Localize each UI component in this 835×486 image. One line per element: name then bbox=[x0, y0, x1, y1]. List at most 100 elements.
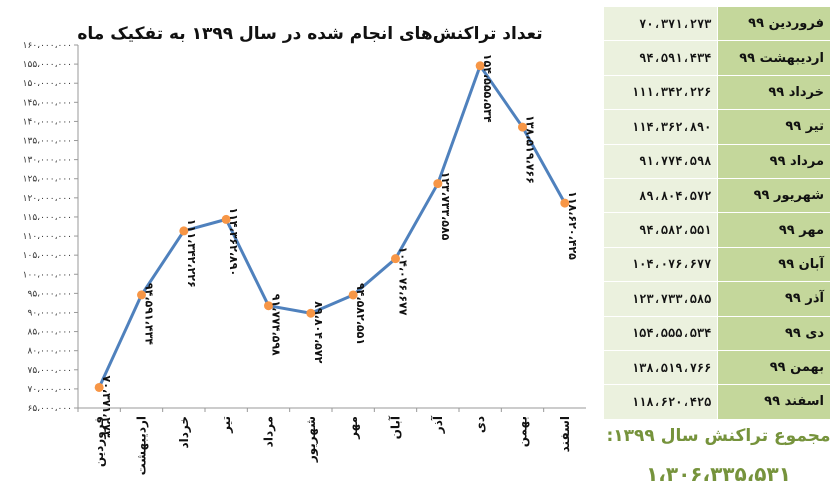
y-tick-label: ۸۰،۰۰۰،۰۰۰ bbox=[28, 347, 72, 357]
data-label: ۹۴،۵۹۱،۴۳۴ bbox=[143, 283, 156, 345]
y-tick-label: ۸۵،۰۰۰،۰۰۰ bbox=[28, 328, 72, 338]
table-cell-value: ۱۱۴،۳۶۲،۸۹۰ bbox=[602, 109, 719, 145]
x-tick-label: بهمن bbox=[516, 416, 530, 447]
table-row: ۹۱،۷۷۴،۵۹۸ مرداد ۹۹ bbox=[602, 143, 831, 179]
y-tick-label: ۱۳۰،۰۰۰،۰۰۰ bbox=[23, 156, 72, 166]
x-tick-label: فروردین bbox=[92, 416, 107, 467]
data-point bbox=[306, 308, 316, 318]
table-row: ۱۱۱،۳۴۲،۲۲۶ خرداد ۹۹ bbox=[602, 74, 831, 111]
table-row: ۱۱۴،۳۶۲،۸۹۰ تیر ۹۹ bbox=[602, 109, 831, 145]
data-label: ۷۰،۳۷۱،۲۷۳ bbox=[100, 375, 113, 437]
table-row: ۱۲۳،۷۳۳،۵۸۵ آذر ۹۹ bbox=[602, 281, 831, 317]
data-label: ۱۱۸،۶۲۰،۴۲۵ bbox=[566, 191, 579, 260]
table-cell-value: ۹۴،۵۸۲،۵۵۱ bbox=[602, 212, 719, 248]
data-point bbox=[221, 214, 231, 224]
table-cell-value: ۱۵۴،۵۵۵،۵۳۴ bbox=[602, 315, 719, 351]
y-tick-label: ۱۱۰،۰۰۰،۰۰۰ bbox=[23, 232, 72, 242]
y-tick-label: ۱۴۵،۰۰۰،۰۰۰ bbox=[23, 98, 72, 108]
y-tick-label: ۷۰،۰۰۰،۰۰۰ bbox=[28, 385, 72, 395]
x-tick-label: آبان bbox=[388, 415, 403, 439]
chart-area: ۶۵،۰۰۰،۰۰۰ ۷۰،۰۰۰،۰۰۰ ۷۵،۰۰۰،۰۰۰ ۸۰،۰۰۰،۰۰۰… bbox=[23, 24, 586, 475]
y-tick-label: ۱۰۰،۰۰۰،۰۰۰ bbox=[23, 270, 72, 280]
table-cell-value: ۷۰،۳۷۱،۲۷۳ bbox=[602, 5, 719, 42]
table-row: ۹۴،۵۹۱،۴۳۴ اردیبهشت ۹۹ bbox=[602, 40, 831, 76]
x-tick-label: خرداد bbox=[177, 416, 191, 449]
table-row: ۱۰۴،۰۷۶،۶۷۷ آبان ۹۹ bbox=[602, 246, 831, 283]
table-row: ۸۹،۸۰۴،۵۷۲ شهریور ۹۹ bbox=[602, 177, 831, 214]
table-cell-month: شهریور ۹۹ bbox=[717, 177, 831, 214]
table-cell-month: خرداد ۹۹ bbox=[717, 74, 831, 111]
y-tick-label: ۱۶۰،۰۰۰،۰۰۰ bbox=[23, 41, 72, 51]
x-tick-label: اسفند bbox=[558, 416, 572, 452]
data-point bbox=[264, 301, 273, 311]
table-cell-value: ۱۲۳،۷۳۳،۵۸۵ bbox=[602, 281, 719, 317]
table-cell-month: دی ۹۹ bbox=[717, 315, 831, 351]
data-point bbox=[94, 382, 104, 392]
table-cell-month: تیر ۹۹ bbox=[717, 109, 831, 145]
table-cell-value: ۸۹،۸۰۴،۵۷۲ bbox=[602, 177, 719, 214]
data-point bbox=[518, 122, 527, 132]
table-cell-month: فروردین ۹۹ bbox=[717, 5, 831, 42]
table-cell-month: مرداد ۹۹ bbox=[717, 143, 831, 179]
y-tick-label: ۷۵،۰۰۰،۰۰۰ bbox=[28, 366, 72, 376]
chart-title: تعداد تراکنش‌های انجام شده در سال ۱۳۹۹ ب… bbox=[77, 24, 543, 44]
x-tick-label: مهر bbox=[346, 416, 360, 440]
table-cell-month: آبان ۹۹ bbox=[717, 246, 831, 283]
table-cell-value: ۱۰۴،۰۷۶،۶۷۷ bbox=[602, 246, 719, 283]
data-label: ۱۱۴،۳۶۲،۸۹۰ bbox=[227, 207, 240, 276]
table-cell-value: ۱۱۸،۶۲۰،۴۲۵ bbox=[602, 384, 719, 420]
data-point bbox=[475, 61, 485, 71]
table-row: ۷۰،۳۷۱،۲۷۳ فروردین ۹۹ bbox=[602, 5, 831, 42]
y-tick-label: ۱۵۰،۰۰۰،۰۰۰ bbox=[23, 79, 72, 89]
data-label: ۱۰۴،۰۷۶،۶۷۷ bbox=[397, 247, 410, 316]
y-tick-label: ۹۵،۰۰۰،۰۰۰ bbox=[28, 289, 72, 299]
data-label: ۱۱۱،۳۴۲،۲۲۶ bbox=[185, 219, 198, 288]
y-tick-label: ۱۲۵،۰۰۰،۰۰۰ bbox=[23, 175, 72, 185]
y-tick-label: ۱۲۰،۰۰۰،۰۰۰ bbox=[23, 194, 72, 204]
table-cell-value: ۹۱،۷۷۴،۵۹۸ bbox=[602, 143, 719, 179]
table-cell-month: اسفند ۹۹ bbox=[717, 384, 831, 420]
table-cell-value: ۹۴،۵۹۱،۴۳۴ bbox=[602, 40, 719, 76]
table-cell-month: اردیبهشت ۹۹ bbox=[717, 40, 831, 76]
monthly-data-table: ۷۰،۳۷۱،۲۷۳ فروردین ۹۹ ۹۴،۵۹۱،۴۳۴ اردیبهشت ۹… bbox=[602, 5, 831, 420]
y-tick-label: ۱۰۵،۰۰۰،۰۰۰ bbox=[23, 251, 72, 261]
data-point bbox=[391, 254, 400, 264]
x-tick-label: شهریور bbox=[304, 416, 319, 463]
y-tick-label: ۱۱۵،۰۰۰،۰۰۰ bbox=[23, 213, 72, 223]
table-row: ۹۴،۵۸۲،۵۵۱ مهر ۹۹ bbox=[602, 212, 831, 248]
table-row: ۱۵۴،۵۵۵،۵۳۴ دی ۹۹ bbox=[602, 315, 831, 351]
total-value: ۱،۳۰۶،۳۳۵،۵۳۱ bbox=[646, 462, 791, 486]
series-line bbox=[97, 64, 567, 389]
data-point bbox=[137, 290, 146, 300]
data-point bbox=[348, 290, 358, 300]
table-body: ۷۰،۳۷۱،۲۷۳ فروردین ۹۹ ۹۴،۵۹۱،۴۳۴ اردیبهشت ۹… bbox=[602, 5, 831, 420]
data-point bbox=[179, 226, 189, 236]
table-cell-month: بهمن ۹۹ bbox=[717, 349, 831, 386]
table-cell-month: آذر ۹۹ bbox=[717, 281, 831, 317]
x-tick-label: دی bbox=[473, 416, 487, 433]
table-cell-value: ۱۱۱،۳۴۲،۲۲۶ bbox=[602, 74, 719, 111]
y-tick-label: ۶۵،۰۰۰،۰۰۰ bbox=[28, 404, 72, 414]
total-label: مجموع تراکنش سال ۱۳۹۹: bbox=[606, 426, 831, 446]
data-label: ۸۹،۸۰۴،۵۷۲ bbox=[312, 301, 325, 363]
table-row: ۱۱۸،۶۲۰،۴۲۵ اسفند ۹۹ bbox=[602, 384, 831, 420]
data-label: ۱۳۸،۵۱۹،۷۶۶ bbox=[524, 115, 537, 184]
x-tick-label: آذر bbox=[430, 415, 445, 434]
x-tick-label: مرداد bbox=[262, 416, 276, 447]
y-tick-label: ۱۵۵،۰۰۰،۰۰۰ bbox=[23, 60, 72, 70]
data-label: ۹۴،۵۸۲،۵۵۱ bbox=[354, 283, 367, 345]
data-label: ۱۵۴،۵۵۵،۵۳۴ bbox=[481, 54, 494, 123]
table-row: ۱۳۸،۵۱۹،۷۶۶ بهمن ۹۹ bbox=[602, 349, 831, 386]
x-tick-label: تیر bbox=[219, 416, 233, 434]
data-label: ۹۱،۷۷۴،۵۹۸ bbox=[270, 294, 283, 356]
table-cell-month: مهر ۹۹ bbox=[717, 212, 831, 248]
y-tick-label: ۱۴۰،۰۰۰،۰۰۰ bbox=[23, 117, 72, 127]
y-tick-label: ۱۳۵،۰۰۰،۰۰۰ bbox=[23, 137, 72, 147]
x-tick-label: اردیبهشت bbox=[135, 416, 149, 475]
table-cell-value: ۱۳۸،۵۱۹،۷۶۶ bbox=[602, 349, 719, 386]
data-label: ۱۲۳،۷۳۳،۵۸۵ bbox=[439, 172, 452, 241]
data-point bbox=[433, 179, 443, 189]
line-chart: ۶۵،۰۰۰،۰۰۰ ۷۰،۰۰۰،۰۰۰ ۷۵،۰۰۰،۰۰۰ ۸۰،۰۰۰،۰۰۰… bbox=[23, 41, 586, 475]
y-tick-label: ۹۰،۰۰۰،۰۰۰ bbox=[28, 308, 72, 318]
data-point bbox=[560, 198, 570, 208]
